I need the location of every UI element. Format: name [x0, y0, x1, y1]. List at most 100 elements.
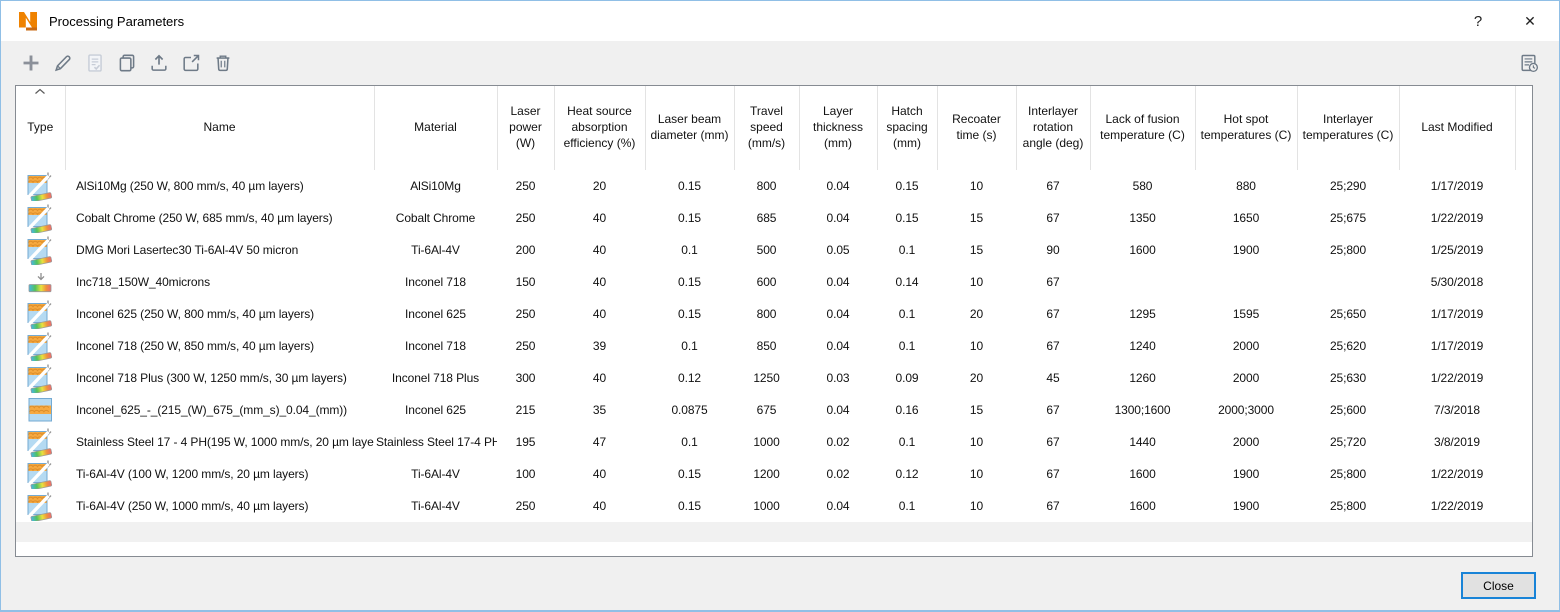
value-cell: 685	[756, 211, 777, 225]
value-cell: 1600	[1129, 467, 1156, 481]
value-cell: 250	[515, 211, 536, 225]
value-cell: 1440	[1129, 435, 1156, 449]
sort-ascending-icon[interactable]	[34, 88, 46, 95]
table-row[interactable]: Cobalt Chrome (250 W, 685 mm/s, 40 µm la…	[16, 202, 1532, 234]
upload-icon	[151, 54, 167, 71]
type-cell	[16, 266, 65, 298]
value-cell: 0.1	[898, 243, 916, 257]
value-cell: 0.02	[826, 435, 850, 449]
column-header-interlayer-temp[interactable]: Interlayer temperatures (C)	[1297, 86, 1400, 170]
filler-cell	[1515, 490, 1532, 522]
type-cell	[16, 330, 65, 362]
filler-cell	[1515, 394, 1532, 426]
column-header-laser-power[interactable]: Laser power (W)	[497, 86, 555, 170]
plus-icon	[23, 55, 39, 71]
table-row[interactable]: Inconel 718 Plus (300 W, 1250 mm/s, 30 µ…	[16, 362, 1532, 394]
filler-cell	[1515, 298, 1532, 330]
value-cell: 200	[515, 243, 536, 257]
table-row[interactable]: Ti-6Al-4V (100 W, 1200 mm/s, 20 µm layer…	[16, 458, 1532, 490]
value-cell: 0.04	[826, 179, 850, 193]
value-cell: 67	[1046, 307, 1060, 321]
value-cell: 20	[592, 179, 607, 193]
table-row[interactable]: DMG Mori Lasertec30 Ti-6Al-4V 50 micron T…	[16, 234, 1532, 266]
value-cell: 0.12	[678, 371, 701, 385]
value-cell: 1200	[753, 467, 780, 481]
value-cell: 2000	[1232, 339, 1260, 353]
value-cell: 0.04	[826, 275, 850, 289]
value-cell: 20	[969, 307, 984, 321]
value-cell: 0.04	[826, 307, 850, 321]
close-button[interactable]: Close	[1461, 572, 1536, 599]
value-cell: 500	[756, 243, 777, 257]
value-cell: 1600	[1129, 243, 1156, 257]
value-cell: 10	[969, 499, 984, 513]
value-cell: 2000	[1232, 371, 1260, 385]
value-cell: 2000	[1232, 435, 1260, 449]
value-cell: 0.04	[826, 403, 850, 417]
colorbar-parameter-icon	[27, 267, 54, 297]
value-cell: 67	[1046, 403, 1060, 417]
value-cell: 0.12	[895, 467, 919, 481]
column-header-hatch-spacing[interactable]: Hatch spacing (mm)	[877, 86, 938, 170]
value-cell: 1/22/2019	[1430, 467, 1484, 481]
trash-icon	[216, 55, 230, 72]
value-cell: 1/17/2019	[1430, 179, 1484, 193]
value-cell: 0.15	[678, 179, 701, 193]
column-header-recoater-time[interactable]: Recoater time (s)	[937, 86, 1017, 170]
value-cell: 67	[1046, 179, 1060, 193]
column-header-lack-of-fusion[interactable]: Lack of fusion temperature (C)	[1090, 86, 1196, 170]
value-cell: 0.1	[898, 307, 916, 321]
table-row[interactable]: Inconel_625_-_(215_(W)_675_(mm_s)_0.04_(…	[16, 394, 1532, 426]
add-button[interactable]	[15, 47, 47, 79]
export-button[interactable]	[175, 47, 207, 79]
column-header-beam-diameter[interactable]: Laser beam diameter (mm)	[645, 86, 735, 170]
value-cell: 1295	[1129, 307, 1156, 321]
value-cell: 20	[969, 371, 984, 385]
value-cell: 25;650	[1329, 307, 1367, 321]
column-header-layer-thickness[interactable]: Layer thickness (mm)	[799, 86, 878, 170]
value-cell: Inconel 718	[405, 339, 466, 353]
column-header-type[interactable]: Type	[16, 86, 66, 170]
filler-cell	[1515, 202, 1532, 234]
value-cell: Inconel 625	[405, 403, 466, 417]
powder-layer-icon	[27, 395, 54, 425]
value-cell: 90	[1046, 243, 1060, 257]
value-cell: 1595	[1232, 307, 1260, 321]
value-cell: 1240	[1129, 339, 1156, 353]
filler-cell	[1515, 362, 1532, 394]
filler-cell	[1515, 170, 1532, 202]
value-cell: 40	[592, 211, 607, 225]
close-window-button[interactable]: ✕	[1501, 1, 1559, 41]
column-header-hot-spot[interactable]: Hot spot temperatures (C)	[1195, 86, 1298, 170]
table-row[interactable]: Inc718_150W_40microns Inconel 718 150 40 0.1…	[16, 266, 1532, 298]
duplicate-button[interactable]	[111, 47, 143, 79]
value-cell: 40	[592, 499, 607, 513]
column-header-travel-speed[interactable]: Travel speed (mm/s)	[734, 86, 800, 170]
value-cell: 25;620	[1329, 339, 1367, 353]
column-header-interlayer-rotation[interactable]: Interlayer rotation angle (deg)	[1016, 86, 1091, 170]
column-header-name[interactable]: Name	[65, 86, 375, 170]
value-cell: 1250	[753, 371, 780, 385]
value-cell: 7/3/2018	[1434, 403, 1480, 417]
table-row[interactable]: AlSi10Mg (250 W, 800 mm/s, 40 µm layers)…	[16, 170, 1532, 202]
value-cell: 40	[592, 467, 607, 481]
import-button[interactable]	[143, 47, 175, 79]
value-cell: 67	[1046, 467, 1060, 481]
column-header-last-modified[interactable]: Last Modified	[1399, 86, 1516, 170]
netfabb-logo-icon	[17, 10, 39, 32]
table-row[interactable]: Stainless Steel 17 - 4 PH(195 W, 1000 mm…	[16, 426, 1532, 458]
table-row[interactable]: Inconel 625 (250 W, 800 mm/s, 40 µm laye…	[16, 298, 1532, 330]
value-cell: 2000;3000	[1218, 403, 1274, 417]
edit-button[interactable]	[47, 47, 79, 79]
type-cell	[16, 394, 65, 426]
delete-button[interactable]	[207, 47, 239, 79]
value-cell: 1650	[1232, 211, 1260, 225]
table-row[interactable]: Inconel 718 (250 W, 850 mm/s, 40 µm laye…	[16, 330, 1532, 362]
help-button[interactable]: ?	[1455, 1, 1501, 41]
value-cell: 15	[969, 243, 984, 257]
column-header-heat-absorption[interactable]: Heat source absorption efficiency (%)	[554, 86, 646, 170]
history-button[interactable]	[1513, 47, 1545, 79]
table-row[interactable]: Ti-6Al-4V (250 W, 1000 mm/s, 40 µm layer…	[16, 490, 1532, 522]
value-cell: 0.1	[681, 243, 698, 257]
column-header-material[interactable]: Material	[374, 86, 498, 170]
